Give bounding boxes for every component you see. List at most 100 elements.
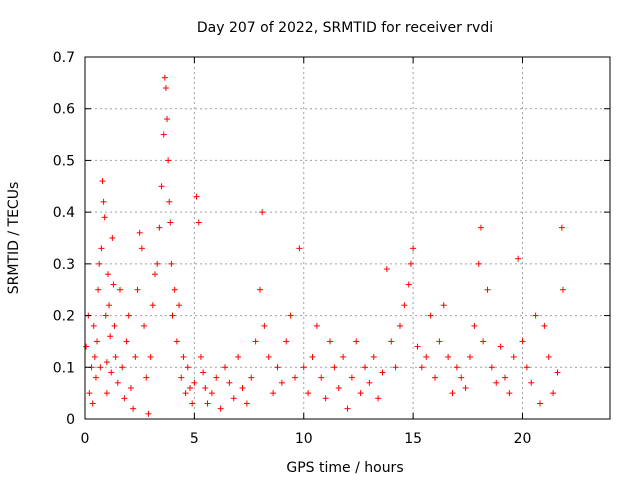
data-point	[318, 374, 325, 381]
data-point	[230, 395, 237, 402]
data-point	[532, 312, 539, 319]
data-point	[427, 312, 434, 319]
y-axis-label: SRMTID / TECUs	[6, 182, 22, 295]
data-point	[123, 338, 130, 345]
data-point	[423, 353, 430, 360]
data-point	[165, 157, 172, 164]
data-point	[217, 405, 224, 412]
data-point	[243, 400, 250, 407]
data-point	[300, 364, 307, 371]
x-tick-label: 5	[190, 431, 199, 447]
data-point	[83, 343, 90, 350]
data-point	[121, 395, 128, 402]
data-point	[117, 286, 123, 293]
data-point	[458, 374, 465, 381]
data-point	[261, 322, 268, 329]
data-point	[436, 338, 443, 345]
data-point	[392, 364, 399, 371]
data-point	[379, 369, 386, 376]
data-point	[184, 364, 191, 371]
data-point	[331, 364, 338, 371]
data-point	[493, 379, 500, 386]
data-point	[480, 338, 487, 345]
data-point	[167, 219, 174, 226]
data-point	[89, 400, 96, 407]
y-tick-label: 0.1	[53, 360, 75, 376]
data-point	[130, 405, 137, 412]
grid-lines	[85, 57, 610, 419]
data-point	[176, 302, 183, 309]
data-point	[401, 302, 408, 309]
data-point	[226, 379, 233, 386]
data-point	[125, 312, 132, 319]
y-tick-labels: 0 0.1 0.2 0.3 0.4 0.5 0.6 0.7	[53, 50, 75, 428]
data-point	[99, 178, 106, 185]
data-point	[523, 364, 530, 371]
data-point	[213, 374, 220, 381]
data-point	[191, 379, 198, 386]
data-point	[353, 338, 360, 345]
data-point	[348, 374, 355, 381]
data-point	[519, 338, 526, 345]
data-point	[86, 390, 93, 397]
data-point	[149, 302, 156, 309]
data-point	[259, 209, 266, 216]
data-point	[106, 302, 113, 309]
data-point	[134, 286, 141, 293]
data-point	[166, 198, 173, 205]
data-point	[506, 390, 513, 397]
data-point	[558, 224, 565, 231]
data-point	[410, 245, 417, 252]
data-point	[98, 245, 105, 252]
data-point	[287, 312, 294, 319]
data-point	[313, 322, 320, 329]
data-point	[189, 400, 196, 407]
data-point	[397, 322, 403, 329]
data-point	[119, 364, 126, 371]
data-point	[257, 286, 263, 293]
data-point	[559, 286, 566, 293]
data-point	[322, 395, 329, 402]
data-point	[340, 353, 347, 360]
data-point	[362, 364, 368, 371]
y-tick-label: 0.7	[53, 50, 75, 66]
y-tick-label: 0.6	[53, 102, 75, 118]
data-point	[502, 374, 508, 381]
data-point	[445, 353, 452, 360]
data-point	[344, 405, 351, 412]
data-point	[103, 359, 110, 366]
data-point	[283, 338, 290, 345]
data-point	[114, 379, 121, 386]
data-point	[545, 353, 552, 360]
data-point	[109, 235, 116, 241]
data-point	[405, 281, 412, 288]
data-point	[168, 260, 175, 267]
y-tick-label: 0.2	[53, 309, 75, 325]
data-point	[102, 312, 109, 319]
data-point	[265, 353, 272, 360]
data-point	[95, 286, 102, 293]
data-point	[335, 384, 342, 391]
data-point	[195, 219, 202, 226]
data-point	[239, 384, 246, 391]
data-point	[182, 390, 189, 397]
data-point	[101, 214, 108, 221]
data-point	[202, 384, 209, 391]
data-point	[305, 390, 312, 397]
data-point	[197, 353, 204, 360]
y-tick-label: 0	[66, 412, 75, 428]
data-point	[180, 353, 187, 360]
data-point	[432, 374, 438, 381]
data-point	[111, 322, 118, 329]
data-point	[375, 395, 382, 402]
data-point	[357, 390, 364, 397]
data-point	[193, 193, 200, 200]
data-point	[407, 260, 414, 267]
data-point	[270, 390, 277, 397]
data-point	[453, 364, 460, 371]
data-point	[537, 400, 543, 407]
data-point	[327, 338, 333, 345]
data-point	[187, 384, 193, 391]
data-point	[388, 338, 395, 345]
